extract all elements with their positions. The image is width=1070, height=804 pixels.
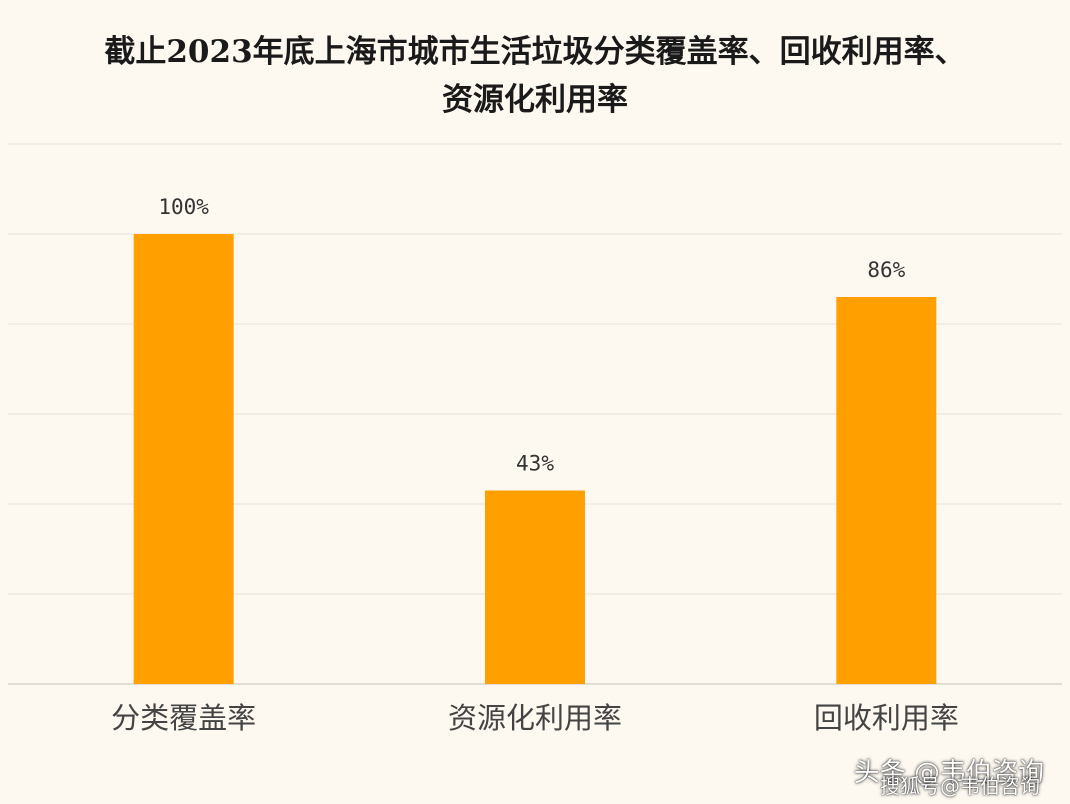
bar-1 (133, 234, 234, 684)
category-label-2: 资源化利用率 (448, 701, 622, 735)
data-label-3: 86% (867, 258, 905, 282)
bar-3 (836, 297, 937, 684)
chart-title-line-2: 资源化利用率 (442, 82, 628, 118)
category-label-1: 分类覆盖率 (111, 701, 256, 735)
bar-2 (485, 490, 585, 684)
data-label-2: 43% (516, 452, 554, 476)
chart-title: 截止2023年底上海市城市生活垃圾分类覆盖率、回收利用率、 资源化利用率 (0, 28, 1070, 124)
data-label-1: 100% (158, 195, 209, 219)
watermark-sohu: 搜狐号@韦伯咨询 (880, 774, 1040, 798)
category-label-3: 回收利用率 (814, 701, 959, 735)
watermark-toutiao: 头条 @韦伯咨询 (853, 758, 1044, 788)
chart-title-line-1: 截止2023年底上海市城市生活垃圾分类覆盖率、回收利用率、 (104, 34, 966, 70)
